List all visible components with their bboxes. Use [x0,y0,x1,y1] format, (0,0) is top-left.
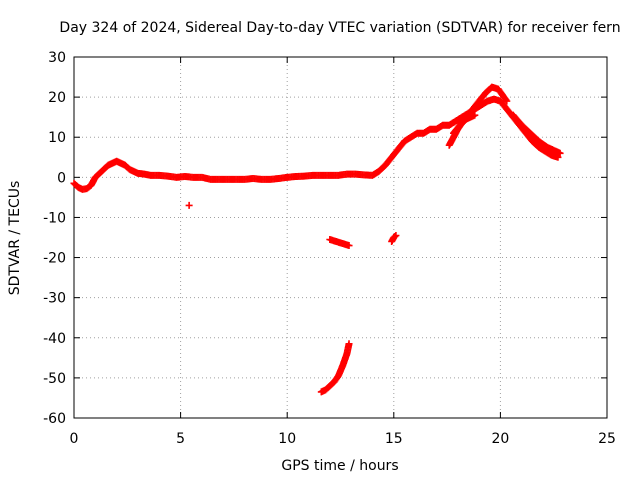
data-point [391,232,399,240]
series-mid-branch [445,111,479,149]
grid [74,57,607,418]
x-axis: 0 5 10 15 20 25 [70,57,616,447]
data-point [185,201,193,209]
series-segment-at-minus-16 [326,236,353,250]
data-point [345,242,353,250]
x-tick-label: 25 [598,431,616,447]
data-points [70,83,564,396]
x-tick-label: 10 [278,431,296,447]
x-tick-label: 20 [491,431,509,447]
data-point [471,111,479,119]
series-descending-band [509,111,564,157]
x-axis-label: GPS time / hours [281,458,398,474]
data-point [345,340,353,348]
y-tick-label: -20 [43,251,66,267]
y-tick-label: 10 [48,130,66,146]
plot-frame [73,56,608,419]
y-tick-label: 20 [48,90,66,106]
y-axis: -60 -50 -40 -30 -20 -10 0 10 20 30 [43,50,607,427]
y-axis-label: SDTVAR / TECUs [7,181,23,296]
x-tick-label: 0 [70,431,79,447]
x-tick-label: 15 [385,431,403,447]
data-point [503,97,511,105]
x-tick-label: 5 [176,431,185,447]
data-point [502,96,510,104]
series-main-trace [70,95,562,193]
data-point [392,231,400,239]
chart-title: Day 324 of 2024, Sidereal Day-to-day VTE… [59,20,620,36]
y-tick-label: -10 [43,210,66,226]
series-isolated-point [185,201,193,209]
y-tick-label: -30 [43,291,66,307]
y-tick-label: 30 [48,50,66,66]
series-steep-dip [317,340,353,396]
y-tick-label: -60 [43,411,66,427]
data-point [556,149,564,157]
y-tick-label: -50 [43,371,66,387]
y-tick-label: 0 [57,170,66,186]
series-segment-near-15h [388,231,400,246]
y-tick-label: -40 [43,331,66,347]
